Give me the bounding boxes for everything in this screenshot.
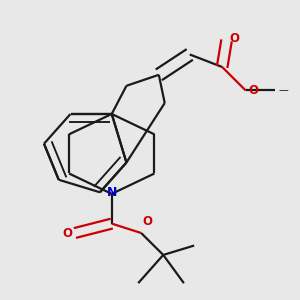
Text: O: O xyxy=(230,32,239,45)
Text: O: O xyxy=(62,226,72,239)
Text: O: O xyxy=(249,84,259,97)
Text: N: N xyxy=(106,186,117,199)
Text: O: O xyxy=(142,215,153,228)
Text: —: — xyxy=(278,85,288,95)
